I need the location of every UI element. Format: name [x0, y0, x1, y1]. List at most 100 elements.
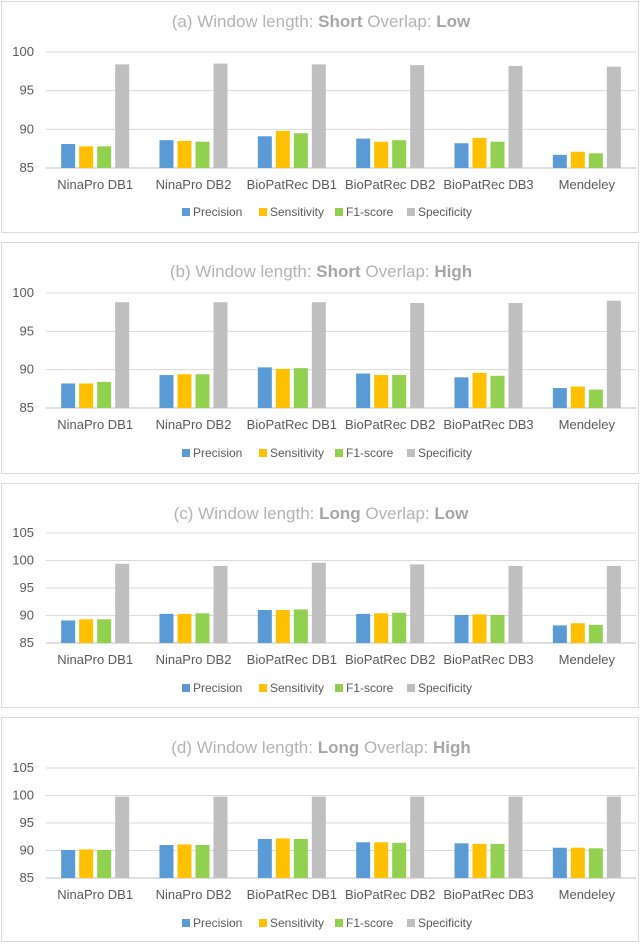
bar-f1-score-4 [490, 843, 505, 878]
legend-swatch [407, 449, 415, 457]
x-tick-label: BioPatRec DB1 [247, 652, 337, 667]
bar-f1-score-1 [195, 613, 210, 643]
y-tick-label: 100 [12, 285, 34, 300]
bar-precision-0 [61, 849, 76, 878]
chart-title-mid: Overlap: [361, 262, 435, 281]
bar-specificity-1 [213, 566, 228, 643]
bar-sensitivity-3 [374, 375, 389, 408]
chart-title: (b) Window length: Short Overlap: High [170, 262, 472, 281]
legend-swatch [335, 208, 343, 216]
y-tick-label: 90 [20, 362, 34, 377]
legend-swatch [182, 208, 190, 216]
legend-swatch [259, 449, 267, 457]
bar-f1-score-5 [588, 389, 603, 408]
bar-precision-4 [454, 377, 469, 408]
y-tick-label: 105 [12, 760, 34, 775]
bar-specificity-1 [213, 796, 228, 878]
x-tick-label: NinaPro DB1 [57, 417, 133, 432]
bar-specificity-3 [410, 796, 425, 878]
x-tick-label: BioPatRec DB2 [345, 417, 435, 432]
bar-sensitivity-2 [275, 368, 290, 408]
chart-svg: (a) Window length: Short Overlap: Low 85 9… [12, 12, 636, 219]
x-tick-label: BioPatRec DB1 [247, 177, 337, 192]
bar-precision-5 [552, 625, 567, 643]
chart-title-mid: Overlap: [359, 738, 433, 757]
bar-sensitivity-5 [570, 151, 585, 168]
legend-label: Precision [193, 916, 242, 930]
bar-sensitivity-4 [472, 614, 487, 643]
bar-specificity-1 [213, 63, 228, 168]
bar-sensitivity-5 [570, 847, 585, 878]
y-tick-label: 100 [12, 788, 34, 803]
y-tick-label: 85 [20, 400, 34, 415]
bar-specificity-5 [606, 796, 621, 878]
chart-title-prefix: (a) Window length: [172, 12, 318, 31]
bar-f1-score-3 [392, 375, 407, 408]
chart-title-prefix: (b) Window length: [170, 262, 316, 281]
bar-specificity-2 [311, 796, 326, 878]
bar-sensitivity-2 [275, 130, 290, 168]
y-tick-label: 85 [20, 160, 34, 175]
bar-specificity-5 [606, 300, 621, 408]
chart-svg: (d) Window length: Long Overlap: High 85 9… [12, 738, 636, 930]
x-tick-label: NinaPro DB2 [156, 887, 232, 902]
legend-swatch [182, 684, 190, 692]
y-tick-label: 85 [20, 635, 34, 650]
bar-specificity-1 [213, 302, 228, 408]
chart-title-mid: Overlap: [363, 12, 437, 31]
bar-f1-score-5 [588, 624, 603, 643]
x-tick-label: BioPatRec DB2 [345, 652, 435, 667]
chart-title: (a) Window length: Short Overlap: Low [172, 12, 471, 31]
legend-label: F1-score [346, 205, 394, 219]
x-tick-label: Mendeley [559, 177, 616, 192]
bar-precision-0 [61, 383, 76, 408]
y-tick-label: 95 [20, 323, 34, 338]
legend-label: F1-score [346, 681, 394, 695]
legend-swatch [182, 449, 190, 457]
x-tick-label: NinaPro DB1 [57, 177, 133, 192]
chart-panel-c: (c) Window length: Long Overlap: Low 85 90… [1, 483, 639, 708]
chart-title-overlap: Low [434, 504, 469, 523]
x-tick-label: Mendeley [559, 887, 616, 902]
bar-f1-score-0 [97, 619, 112, 643]
bar-f1-score-2 [293, 133, 308, 168]
bar-sensitivity-4 [472, 137, 487, 168]
legend-label: Specificity [418, 446, 472, 460]
x-tick-label: BioPatRec DB1 [247, 417, 337, 432]
chart-title-mid: Overlap: [361, 504, 435, 523]
x-tick-label: NinaPro DB2 [156, 417, 232, 432]
chart-svg: (c) Window length: Long Overlap: Low 85 90… [12, 504, 636, 695]
chart-title-length: Long [319, 504, 361, 523]
bar-f1-score-0 [97, 146, 112, 168]
bar-sensitivity-0 [79, 383, 94, 408]
chart-title-overlap: High [434, 262, 472, 281]
legend-label: Sensitivity [270, 916, 324, 930]
chart-title: (c) Window length: Long Overlap: Low [174, 504, 470, 523]
x-tick-label: BioPatRec DB3 [443, 887, 533, 902]
legend-label: F1-score [346, 446, 394, 460]
y-tick-label: 85 [20, 870, 34, 885]
bar-specificity-5 [606, 66, 621, 168]
bar-precision-0 [61, 144, 76, 168]
bar-sensitivity-1 [177, 140, 192, 168]
bar-f1-score-5 [588, 848, 603, 878]
bar-sensitivity-4 [472, 372, 487, 408]
chart-title-length: Long [318, 738, 360, 757]
y-tick-label: 100 [12, 44, 34, 59]
legend-label: Precision [193, 681, 242, 695]
bar-precision-3 [356, 373, 371, 408]
bar-f1-score-0 [97, 381, 112, 408]
legend-label: F1-score [346, 916, 394, 930]
chart-panel-a: (a) Window length: Short Overlap: Low 85 9… [1, 1, 639, 233]
legend-swatch [259, 919, 267, 927]
chart-title-length: Short [316, 262, 361, 281]
x-tick-label: BioPatRec DB3 [443, 417, 533, 432]
bar-precision-5 [552, 154, 567, 168]
chart-title-overlap: High [433, 738, 471, 757]
bar-sensitivity-0 [79, 619, 94, 643]
x-tick-label: BioPatRec DB3 [443, 177, 533, 192]
y-tick-label: 105 [12, 525, 34, 540]
bar-sensitivity-3 [374, 141, 389, 168]
x-tick-label: NinaPro DB2 [156, 652, 232, 667]
x-tick-label: Mendeley [559, 652, 616, 667]
